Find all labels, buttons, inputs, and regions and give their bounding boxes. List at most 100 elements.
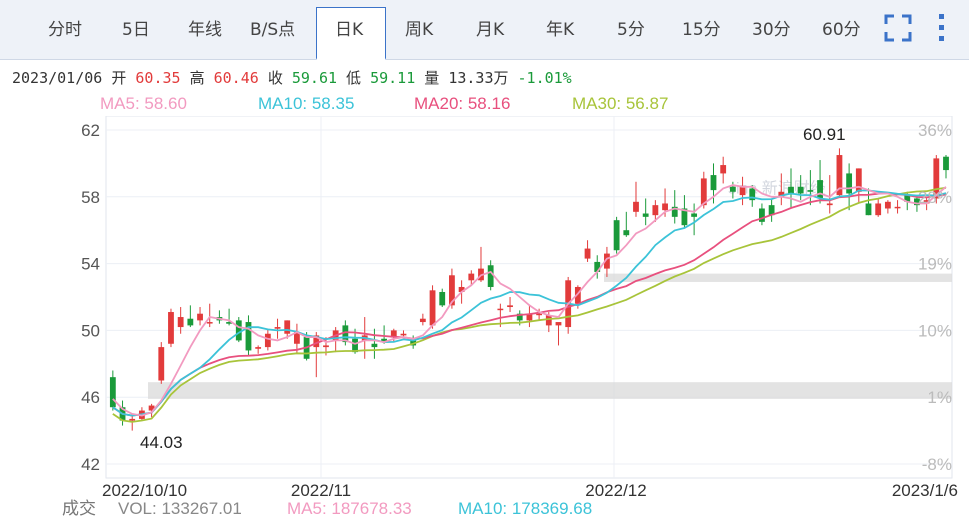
- candle-body: [749, 188, 756, 201]
- y-tick-label-left: 46: [81, 388, 100, 407]
- ma30-line: [112, 186, 947, 423]
- tab-3[interactable]: B/S点: [250, 8, 310, 52]
- candle-body: [381, 338, 388, 343]
- candle-body: [807, 190, 814, 192]
- candle-body: [700, 178, 707, 206]
- tab-4[interactable]: 日K: [316, 7, 386, 60]
- candle-body: [729, 186, 736, 192]
- candle-body: [526, 313, 533, 321]
- candle-body: [778, 191, 785, 197]
- y-tick-label-left: 62: [81, 121, 100, 140]
- candle-body: [710, 175, 717, 191]
- volume-ma5: MA5: 187678.33: [287, 499, 412, 518]
- ma30-legend: MA30: 56.87: [572, 94, 669, 113]
- volume-value: 13.33万: [448, 69, 509, 87]
- tab-9[interactable]: 15分: [682, 8, 742, 52]
- candle-body: [226, 322, 233, 324]
- tab-label: 日K: [335, 20, 364, 40]
- tab-label: 30分: [752, 20, 791, 40]
- candle-body: [235, 320, 242, 341]
- volume-label: 量: [424, 69, 440, 87]
- candle-body: [768, 205, 775, 216]
- tab-label: 5分: [617, 20, 645, 40]
- tab-0[interactable]: 分时: [48, 8, 108, 52]
- candle-body: [933, 158, 940, 199]
- open-label: 开: [111, 69, 127, 87]
- more-vertical-icon[interactable]: [936, 12, 948, 44]
- tab-2[interactable]: 年线: [188, 8, 248, 52]
- tab-6[interactable]: 月K: [476, 8, 536, 52]
- candle-body: [788, 186, 794, 194]
- tab-1[interactable]: 5日: [122, 8, 182, 52]
- open-value: 60.35: [135, 69, 181, 87]
- candle-body: [516, 313, 523, 321]
- tab-11[interactable]: 60分: [822, 8, 882, 52]
- candle-body: [206, 322, 213, 324]
- candle-body: [720, 165, 727, 174]
- change-percent: -1.01%: [517, 69, 572, 87]
- candle-body: [274, 327, 281, 329]
- volume-ma10: MA10: 178369.68: [458, 499, 593, 518]
- tab-label: 15分: [682, 20, 721, 40]
- candle-body: [352, 338, 358, 353]
- tab-5[interactable]: 周K: [405, 8, 465, 52]
- candle-body: [642, 213, 649, 217]
- tab-10[interactable]: 30分: [752, 8, 812, 52]
- candle-body: [158, 347, 165, 381]
- candle-body: [817, 180, 823, 199]
- candle-body: [294, 332, 300, 344]
- candle-body: [545, 315, 552, 326]
- tab-label: 60分: [822, 20, 861, 40]
- candle-body: [671, 206, 678, 217]
- ma20-line: [112, 192, 947, 417]
- candle-body: [739, 186, 746, 196]
- tab-label: 月K: [476, 20, 505, 40]
- candle-body: [604, 253, 610, 269]
- candle-body: [633, 201, 639, 212]
- candle-body: [536, 313, 543, 316]
- candle-body: [555, 322, 562, 326]
- tab-label: 周K: [405, 20, 434, 40]
- y-tick-label-right: 19%: [918, 255, 952, 274]
- candle-body: [129, 418, 136, 421]
- tab-label: 年线: [188, 20, 222, 40]
- ohlc-info-row: 2023/01/06 开 60.35 高 60.46 收 59.61 低 59.…: [12, 66, 572, 90]
- candle-body: [109, 377, 116, 408]
- y-tick-label-right: -8%: [922, 455, 952, 474]
- candle-body: [497, 308, 504, 311]
- candle-body: [759, 208, 765, 222]
- candle-body: [507, 305, 513, 308]
- tab-8[interactable]: 5分: [617, 8, 677, 52]
- candle-body: [255, 347, 262, 349]
- candle-body: [197, 313, 203, 321]
- y-tick-label-left: 58: [81, 188, 100, 207]
- candle-body: [342, 325, 349, 343]
- candle-body: [884, 201, 891, 209]
- y-tick-label-right: 1%: [927, 388, 952, 407]
- candle-body: [826, 203, 833, 206]
- low-value: 59.11: [370, 69, 416, 87]
- candle-body: [371, 343, 378, 348]
- candle-body: [681, 208, 688, 226]
- high-annotation: 60.91: [803, 125, 846, 144]
- candle-body: [875, 203, 882, 216]
- candle-body: [177, 317, 184, 328]
- expand-icon[interactable]: [884, 14, 912, 42]
- candle-body: [245, 322, 252, 351]
- tab-7[interactable]: 年K: [546, 8, 606, 52]
- candle-body: [797, 186, 804, 194]
- ma10-line: [112, 189, 947, 417]
- candle-body: [284, 320, 291, 334]
- candle-body: [904, 195, 911, 202]
- y-tick-label-left: 50: [81, 321, 100, 340]
- candle-body: [323, 345, 329, 348]
- close-value: 59.61: [291, 69, 338, 87]
- low-label: 低: [346, 69, 362, 87]
- candlestick-chart[interactable]: sina 新浪财经62585450464236%28%19%10%1%-8%20…: [0, 116, 969, 498]
- high-value: 60.46: [213, 69, 259, 87]
- candle-body: [855, 168, 862, 192]
- candle-body: [168, 312, 174, 344]
- candle-body: [613, 220, 620, 251]
- candle-body: [594, 261, 601, 272]
- x-tick-label: 2022/11: [291, 481, 351, 498]
